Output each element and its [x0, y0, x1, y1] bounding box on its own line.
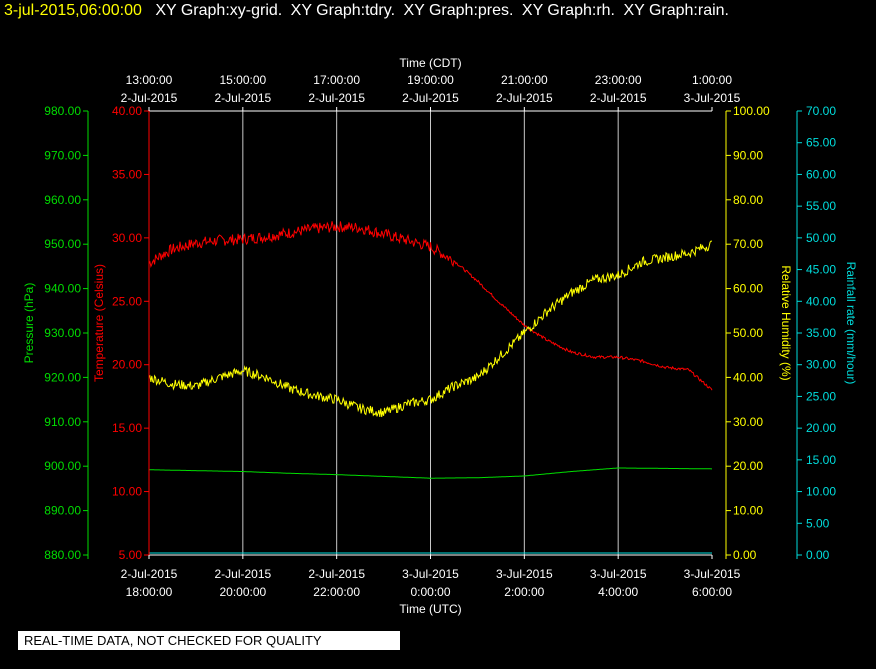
x-top-tick-time: 21:00:00	[501, 73, 548, 87]
graph-label-pres: XY Graph:pres.	[403, 2, 514, 19]
axis-tick-label-temperature: 25.00	[112, 294, 142, 308]
graph-label-rain: XY Graph:rain.	[623, 2, 729, 19]
axis-tick-label-rainfall: 25.00	[806, 389, 836, 403]
axis-tick-label-rainfall: 35.00	[806, 326, 836, 340]
x-top-tick-date: 2-Jul-2015	[214, 91, 271, 105]
x-bottom-axis-title: Time (UTC)	[399, 602, 461, 616]
x-top-tick-time: 13:00:00	[126, 73, 173, 87]
axis-tick-label-rainfall: 45.00	[806, 263, 836, 277]
axis-tick-label-temperature: 40.00	[112, 104, 142, 118]
axis-tick-label-pressure: 890.00	[44, 504, 81, 518]
axis-tick-label-humidity: 10.00	[733, 504, 763, 518]
axis-tick-label-pressure: 920.00	[44, 370, 81, 384]
x-bottom-tick-time: 18:00:00	[126, 585, 173, 599]
series-lines	[148, 221, 713, 554]
x-bottom-tick-date: 3-Jul-2015	[496, 567, 553, 581]
axis-tick-label-temperature: 20.00	[112, 358, 142, 372]
x-top-tick-date: 3-Jul-2015	[684, 91, 741, 105]
x-bottom-tick-time: 20:00:00	[219, 585, 266, 599]
x-top-tick-time: 17:00:00	[313, 73, 360, 87]
axis-tick-label-rainfall: 60.00	[806, 167, 836, 181]
series-line-pressure	[149, 467, 712, 479]
axis-tick-label-temperature: 10.00	[112, 485, 142, 499]
x-top-tick-date: 2-Jul-2015	[590, 91, 647, 105]
graph-label-xy-grid: XY Graph:xy-grid.	[155, 2, 283, 19]
x-top-tick-time: 19:00:00	[407, 73, 454, 87]
header-timestamp: 3-jul-2015,06:00:00	[4, 2, 142, 19]
x-top-tick-date: 2-Jul-2015	[308, 91, 365, 105]
axis-tick-label-rainfall: 50.00	[806, 231, 836, 245]
axis-tick-label-rainfall: 40.00	[806, 294, 836, 308]
axes: 880.00 890.00 900.00 910.00 920.00 930.00 940.…	[22, 56, 858, 616]
axis-tick-label-humidity: 60.00	[733, 282, 763, 296]
x-top-tick-time: 15:00:00	[219, 73, 266, 87]
header: 3-jul-2015,06:00:00 XY Graph:xy-grid. XY…	[4, 2, 729, 20]
axis-tick-label-rainfall: 10.00	[806, 485, 836, 499]
axis-tick-label-pressure: 880.00	[44, 548, 81, 562]
axis-title-pressure: Pressure (hPa)	[22, 283, 36, 364]
axis-title-rainfall: Rainfall rate (mm/hour)	[844, 262, 858, 385]
axis-tick-label-humidity: 40.00	[733, 370, 763, 384]
axis-tick-label-humidity: 70.00	[733, 237, 763, 251]
axis-tick-label-humidity: 80.00	[733, 193, 763, 207]
series-line-humidity	[148, 240, 713, 418]
axis-tick-label-pressure: 950.00	[44, 237, 81, 251]
axis-title-temperature: Temperature (Celsius)	[92, 264, 106, 382]
x-bottom-tick-date: 3-Jul-2015	[684, 567, 741, 581]
axis-tick-label-humidity: 100.00	[733, 104, 770, 118]
x-top-tick-date: 2-Jul-2015	[402, 91, 459, 105]
axis-tick-label-rainfall: 70.00	[806, 104, 836, 118]
x-top-tick-date: 2-Jul-2015	[121, 91, 178, 105]
x-bottom-tick-date: 2-Jul-2015	[214, 567, 271, 581]
graph-label-tdry: XY Graph:tdry.	[290, 2, 396, 19]
x-bottom-tick-date: 2-Jul-2015	[308, 567, 365, 581]
x-bottom-tick-time: 4:00:00	[598, 585, 638, 599]
axis-tick-label-rainfall: 15.00	[806, 453, 836, 467]
graph-label-rh: XY Graph:rh.	[521, 2, 615, 19]
x-top-tick-time: 23:00:00	[595, 73, 642, 87]
axis-tick-label-rainfall: 0.00	[806, 548, 830, 562]
x-top-axis-title: Time (CDT)	[399, 56, 461, 70]
x-bottom-tick-time: 22:00:00	[313, 585, 360, 599]
x-top-tick-date: 2-Jul-2015	[496, 91, 553, 105]
axis-tick-label-humidity: 90.00	[733, 148, 763, 162]
x-bottom-tick-date: 3-Jul-2015	[590, 567, 647, 581]
axis-tick-label-rainfall: 65.00	[806, 136, 836, 150]
grid-lines	[242, 111, 619, 555]
axis-tick-label-pressure: 940.00	[44, 282, 81, 296]
axis-tick-label-rainfall: 20.00	[806, 421, 836, 435]
axis-tick-label-temperature: 30.00	[112, 231, 142, 245]
axis-title-humidity: Relative Humidity (%)	[779, 265, 793, 380]
axis-tick-label-temperature: 15.00	[112, 421, 142, 435]
axis-tick-label-pressure: 960.00	[44, 193, 81, 207]
axis-tick-label-humidity: 30.00	[733, 415, 763, 429]
axis-tick-label-humidity: 20.00	[733, 459, 763, 473]
x-bottom-tick-time: 0:00:00	[410, 585, 450, 599]
x-top-tick-time: 1:00:00	[692, 73, 732, 87]
axis-tick-label-pressure: 930.00	[44, 326, 81, 340]
axis-tick-label-humidity: 50.00	[733, 326, 763, 340]
series-line-temperature	[148, 221, 713, 391]
axis-tick-label-humidity: 0.00	[733, 548, 757, 562]
axis-tick-label-pressure: 910.00	[44, 415, 81, 429]
axis-tick-label-rainfall: 5.00	[806, 516, 830, 530]
x-bottom-tick-time: 6:00:00	[692, 585, 732, 599]
quality-disclaimer: REAL-TIME DATA, NOT CHECKED FOR QUALITY	[18, 631, 400, 650]
x-bottom-tick-date: 3-Jul-2015	[402, 567, 459, 581]
axis-tick-label-pressure: 900.00	[44, 459, 81, 473]
axis-tick-label-rainfall: 30.00	[806, 358, 836, 372]
x-bottom-tick-date: 2-Jul-2015	[121, 567, 178, 581]
axis-tick-label-temperature: 5.00	[119, 548, 143, 562]
x-bottom-tick-time: 2:00:00	[504, 585, 544, 599]
axis-tick-label-rainfall: 55.00	[806, 199, 836, 213]
axis-tick-label-temperature: 35.00	[112, 167, 142, 181]
axis-tick-label-pressure: 980.00	[44, 104, 81, 118]
axis-tick-label-pressure: 970.00	[44, 148, 81, 162]
